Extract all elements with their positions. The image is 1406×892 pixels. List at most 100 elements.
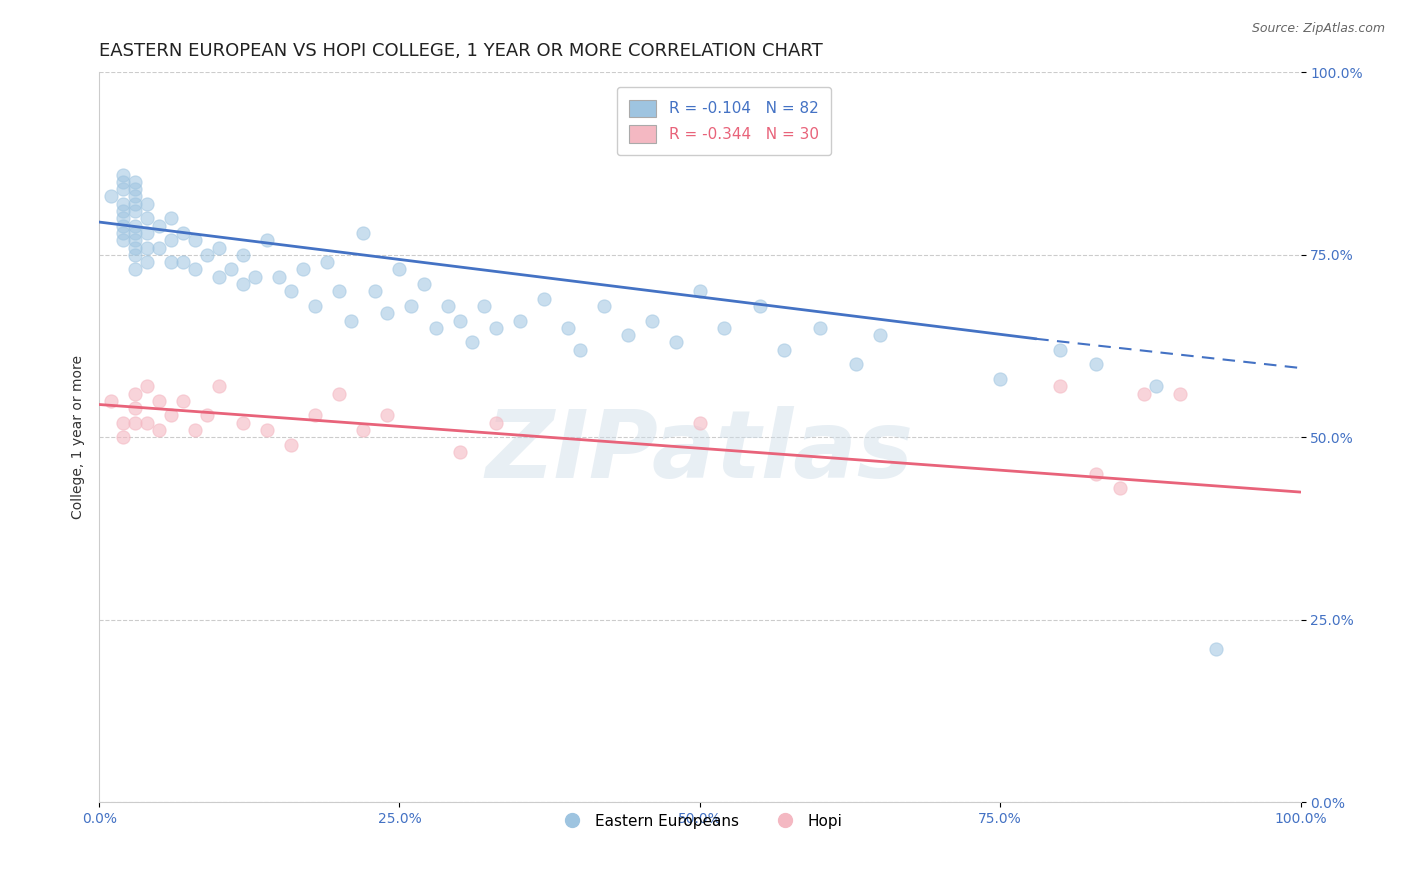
- Point: [641, 313, 664, 327]
- Point: [484, 321, 506, 335]
- Point: [124, 189, 146, 203]
- Point: [808, 321, 831, 335]
- Point: [124, 416, 146, 430]
- Text: EASTERN EUROPEAN VS HOPI COLLEGE, 1 YEAR OR MORE CORRELATION CHART: EASTERN EUROPEAN VS HOPI COLLEGE, 1 YEAR…: [100, 42, 823, 60]
- Point: [112, 219, 135, 233]
- Point: [124, 401, 146, 416]
- Point: [449, 313, 471, 327]
- Point: [472, 299, 495, 313]
- Point: [713, 321, 735, 335]
- Point: [845, 357, 868, 371]
- Point: [124, 196, 146, 211]
- Point: [533, 292, 555, 306]
- Point: [245, 269, 267, 284]
- Point: [388, 262, 411, 277]
- Point: [292, 262, 315, 277]
- Point: [184, 233, 207, 247]
- Point: [1109, 482, 1132, 496]
- Point: [689, 285, 711, 299]
- Point: [304, 299, 326, 313]
- Point: [112, 233, 135, 247]
- Point: [160, 233, 183, 247]
- Point: [148, 219, 170, 233]
- Point: [124, 248, 146, 262]
- Point: [112, 175, 135, 189]
- Point: [112, 211, 135, 226]
- Point: [136, 241, 159, 255]
- Point: [208, 379, 231, 393]
- Point: [665, 335, 688, 350]
- Point: [256, 423, 278, 437]
- Point: [208, 269, 231, 284]
- Point: [136, 196, 159, 211]
- Point: [352, 226, 374, 240]
- Y-axis label: College, 1 year or more: College, 1 year or more: [72, 355, 86, 519]
- Point: [377, 306, 399, 320]
- Point: [124, 204, 146, 219]
- Point: [112, 226, 135, 240]
- Point: [112, 416, 135, 430]
- Point: [1085, 467, 1108, 481]
- Point: [1144, 379, 1167, 393]
- Point: [425, 321, 447, 335]
- Point: [112, 196, 135, 211]
- Point: [1049, 379, 1071, 393]
- Point: [112, 168, 135, 182]
- Point: [280, 285, 302, 299]
- Point: [869, 328, 891, 343]
- Point: [316, 255, 339, 269]
- Point: [304, 409, 326, 423]
- Point: [352, 423, 374, 437]
- Point: [460, 335, 482, 350]
- Point: [184, 262, 207, 277]
- Point: [1170, 386, 1192, 401]
- Point: [172, 226, 194, 240]
- Point: [232, 248, 254, 262]
- Point: [124, 226, 146, 240]
- Point: [256, 233, 278, 247]
- Point: [195, 409, 218, 423]
- Point: [112, 182, 135, 196]
- Point: [148, 241, 170, 255]
- Point: [364, 285, 387, 299]
- Point: [340, 313, 363, 327]
- Point: [124, 182, 146, 196]
- Point: [1205, 642, 1227, 657]
- Point: [412, 277, 434, 291]
- Point: [195, 248, 218, 262]
- Point: [219, 262, 242, 277]
- Point: [689, 416, 711, 430]
- Point: [592, 299, 614, 313]
- Point: [1133, 386, 1156, 401]
- Point: [112, 430, 135, 444]
- Point: [160, 211, 183, 226]
- Point: [1049, 343, 1071, 357]
- Point: [124, 386, 146, 401]
- Point: [773, 343, 796, 357]
- Point: [136, 226, 159, 240]
- Legend: Eastern Europeans, Hopi: Eastern Europeans, Hopi: [551, 807, 849, 835]
- Point: [232, 277, 254, 291]
- Point: [172, 393, 194, 408]
- Point: [148, 423, 170, 437]
- Point: [269, 269, 291, 284]
- Point: [124, 241, 146, 255]
- Point: [136, 255, 159, 269]
- Point: [280, 437, 302, 451]
- Point: [148, 393, 170, 408]
- Point: [557, 321, 579, 335]
- Point: [449, 445, 471, 459]
- Point: [136, 416, 159, 430]
- Point: [100, 189, 122, 203]
- Point: [748, 299, 770, 313]
- Point: [124, 175, 146, 189]
- Point: [328, 285, 350, 299]
- Point: [436, 299, 458, 313]
- Point: [136, 379, 159, 393]
- Text: ZIPatlas: ZIPatlas: [485, 406, 914, 498]
- Point: [616, 328, 638, 343]
- Point: [124, 233, 146, 247]
- Point: [377, 409, 399, 423]
- Point: [160, 255, 183, 269]
- Point: [1085, 357, 1108, 371]
